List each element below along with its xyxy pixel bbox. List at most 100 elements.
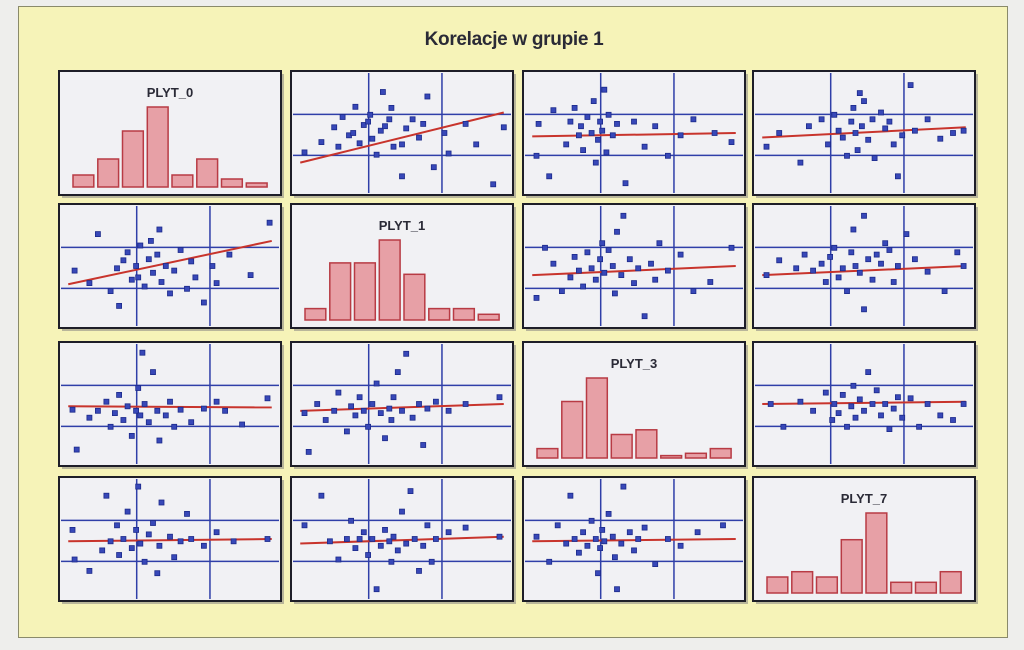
scatter-point [420, 542, 427, 549]
scatter-point [394, 547, 401, 554]
scatter-point [373, 380, 380, 387]
scatter-point [797, 398, 804, 405]
scatter-point [184, 285, 190, 292]
scatter-point [878, 260, 884, 267]
scatter-point [960, 263, 967, 269]
panel-0-1 [290, 70, 516, 198]
scatter-point [213, 398, 220, 405]
histogram-bar [815, 576, 839, 594]
scatter-point [135, 483, 142, 490]
scatter-point [360, 407, 367, 414]
scatter-point [886, 426, 893, 433]
histogram-bar [171, 174, 194, 188]
histogram-bar [452, 307, 476, 321]
scatter-point [171, 423, 178, 430]
scatter-point [86, 280, 93, 287]
fit-line [68, 538, 272, 543]
histogram-title: PLYT_3 [611, 356, 658, 371]
scatter-point [677, 251, 684, 258]
panel-1-2 [522, 203, 748, 331]
scatter-point [356, 536, 363, 542]
scatter-point [652, 561, 659, 567]
scatter-point [852, 414, 859, 421]
histogram-bar [914, 581, 938, 594]
scatter-point [365, 552, 372, 558]
scatter-point [878, 109, 884, 116]
scatter-point [360, 529, 367, 536]
fit-line [68, 239, 272, 286]
scatter-point [399, 508, 405, 515]
scatter-point [852, 130, 859, 136]
scatter-point [145, 419, 152, 426]
scatter-point [550, 260, 557, 267]
scatter-point [767, 401, 774, 407]
panel-0-3 [752, 70, 978, 198]
scatter-point [112, 410, 118, 417]
scatter-point [107, 538, 114, 545]
scatter-point [335, 389, 342, 396]
scatter-point [139, 349, 146, 356]
scatter-point [950, 417, 956, 423]
scatter-point [420, 442, 427, 448]
scatter-point [331, 124, 338, 131]
scatter-point [622, 180, 629, 187]
scatter-point [797, 159, 804, 166]
scatter-point [213, 280, 220, 287]
scatter-point [614, 586, 620, 593]
scatter-point [839, 265, 846, 272]
scatter-point [839, 391, 846, 398]
scatter-point [829, 417, 836, 423]
scatter-point [677, 132, 684, 139]
scatter-point [445, 529, 452, 536]
scatter-point [580, 283, 586, 290]
scatter-point [301, 522, 308, 529]
scatter-point [373, 151, 380, 158]
scatter-point [599, 127, 606, 134]
scatter-point [382, 435, 388, 442]
panel-border [58, 70, 282, 196]
scatter-point [861, 306, 867, 313]
scatter-point [763, 143, 770, 150]
histogram-bar [121, 130, 145, 188]
scatter-point [350, 130, 357, 136]
scatter-point [899, 132, 906, 139]
scatter-point [576, 132, 582, 139]
scatter-point [620, 212, 627, 219]
scatter-point [335, 143, 342, 150]
scatter-point [399, 407, 405, 414]
scatter-point [835, 274, 842, 281]
scatter-point [162, 412, 169, 419]
scatter-point [388, 105, 395, 111]
scatter-point [690, 116, 697, 123]
scatter-point [496, 394, 503, 401]
scatter-point [445, 150, 452, 157]
scatter-point [614, 121, 620, 127]
scatter-point [810, 407, 816, 414]
scatter-point [592, 159, 599, 166]
scatter-point [835, 410, 842, 417]
scatter-point [635, 265, 642, 272]
scatter-point [559, 288, 565, 295]
scatter-point [542, 244, 548, 251]
scatter-point [116, 302, 122, 309]
scatter-point [652, 123, 659, 130]
scatter-point [648, 260, 654, 267]
scatter-point [135, 385, 142, 391]
scatter-point [848, 403, 855, 410]
scatter-point [886, 247, 893, 253]
scatter-point [597, 545, 603, 551]
scatter-point [490, 181, 497, 188]
scatter-point [907, 395, 914, 402]
scatter-point [835, 127, 842, 134]
scatter-point [865, 136, 872, 143]
scatter-point [571, 536, 578, 542]
scatter-point [599, 527, 606, 533]
scatter-point [912, 256, 918, 263]
histogram-bar [684, 452, 708, 459]
scatter-point [850, 105, 857, 111]
scatter-point [576, 549, 582, 556]
scatter-point [473, 141, 480, 148]
scatter-point [571, 253, 578, 260]
scatter-point [907, 82, 914, 88]
scatter-point [133, 263, 139, 269]
